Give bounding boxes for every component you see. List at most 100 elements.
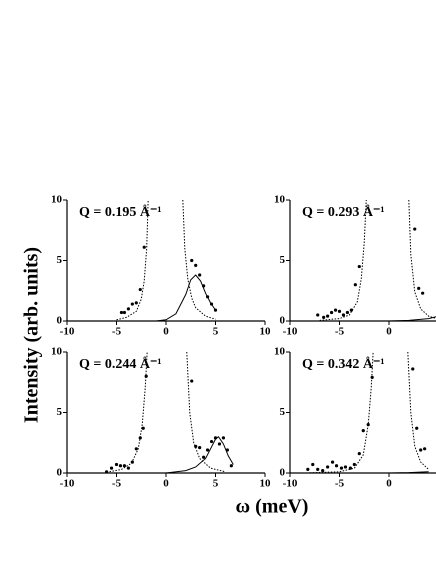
data-point [311,462,315,467]
panel-title: Q = 0.244 Å⁻¹ [79,356,162,372]
data-point [194,263,198,267]
x-tick-label: -10 [60,326,75,338]
data-point [126,307,130,311]
data-point [361,429,365,433]
data-point [415,426,419,430]
panel: 0 5 10 -10 -5 0 5 10 Q = 0.244 Å⁻¹ [51,346,271,490]
fit-curve-dotted [116,200,216,321]
data-point [423,447,427,451]
plot-area [105,352,234,473]
x-tick-label: 10 [260,478,272,490]
data-point [413,227,417,231]
x-tick-label: 5 [213,326,219,338]
panel-title: Q = 0.195 Å⁻¹ [79,204,162,220]
data-point [209,439,214,444]
y-tick-label: 10 [51,194,63,206]
data-point [109,466,114,470]
y-tick-label: 0 [280,467,286,479]
data-point [134,301,138,305]
data-point [417,286,421,290]
panel: 0 5 10 -10 -5 0 Q = 0.293 Å⁻¹ [274,194,436,338]
data-point [330,460,335,464]
data-point [130,302,134,306]
data-point [334,464,339,468]
y-tick-label: 0 [57,467,63,479]
x-tick-label: -5 [112,478,122,490]
y-tick-label: 0 [57,315,63,327]
data-point [345,310,350,315]
data-point [357,452,361,456]
data-point [337,309,342,313]
y-tick-label: 10 [274,194,286,206]
data-point [366,423,370,427]
panel-title: Q = 0.342 Å⁻¹ [302,356,385,372]
data-point [352,462,356,467]
fit-curve [388,316,436,321]
data-point [353,283,357,287]
y-tick-label: 5 [57,254,63,266]
data-point [326,465,330,469]
y-tick-label: 10 [274,346,286,358]
data-point [341,313,346,317]
data-point [326,314,330,318]
fit-curve-dotted [309,352,429,473]
fit-curve-dotted [106,352,226,473]
x-tick-label: 0 [163,478,169,490]
y-tick-label: 10 [51,346,63,358]
data-point [126,466,130,470]
plot-area [116,200,218,321]
fit-curve [156,274,216,321]
data-point [229,464,233,468]
x-axis-label: ω (meV) [236,496,309,518]
panel: 0 5 10 -10 -5 0 Q = 0.342 Å⁻¹ [274,346,436,490]
data-point [190,379,194,383]
data-point [321,468,325,473]
data-point [339,466,344,470]
fit-curve [165,435,234,473]
data-point [122,464,127,468]
data-point [198,445,202,450]
data-point [142,245,146,249]
x-tick-label: 10 [260,326,272,338]
data-point [205,448,210,452]
x-tick-label: 0 [163,326,169,338]
data-point [421,291,425,295]
x-tick-label: -5 [335,326,345,338]
x-tick-label: -10 [283,326,298,338]
data-point [343,465,348,469]
data-point [217,442,222,446]
x-tick-label: 0 [386,326,392,338]
x-tick-label: 5 [213,478,219,490]
panel: 0 5 10 -10 -5 0 5 10 Q = 0.195 Å⁻¹ [51,194,271,338]
data-point [198,273,202,277]
data-point [141,426,145,430]
data-point [333,308,338,312]
plot-area [306,352,429,473]
fit-curve-dotted [319,200,436,321]
y-tick-label: 5 [280,406,286,418]
x-tick-label: -10 [283,478,298,490]
data-point [411,367,415,371]
data-point [134,447,138,451]
data-point [221,436,226,440]
y-axis-label: Intensity (arb. units) [21,247,43,423]
data-point [322,315,326,319]
data-point [138,436,142,440]
data-point [357,264,361,269]
data-point [119,310,124,315]
panel-title: Q = 0.293 Å⁻¹ [302,204,385,220]
data-point [202,455,206,459]
data-point [122,310,127,315]
data-point [114,462,119,467]
data-point [316,467,320,471]
y-tick-label: 0 [280,315,286,327]
x-tick-label: -5 [335,478,345,490]
data-point [306,467,310,471]
data-point [190,258,194,263]
data-point [118,464,123,468]
data-point [329,310,334,315]
x-tick-label: -5 [112,326,122,338]
data-point [316,313,320,317]
y-tick-label: 5 [57,406,63,418]
